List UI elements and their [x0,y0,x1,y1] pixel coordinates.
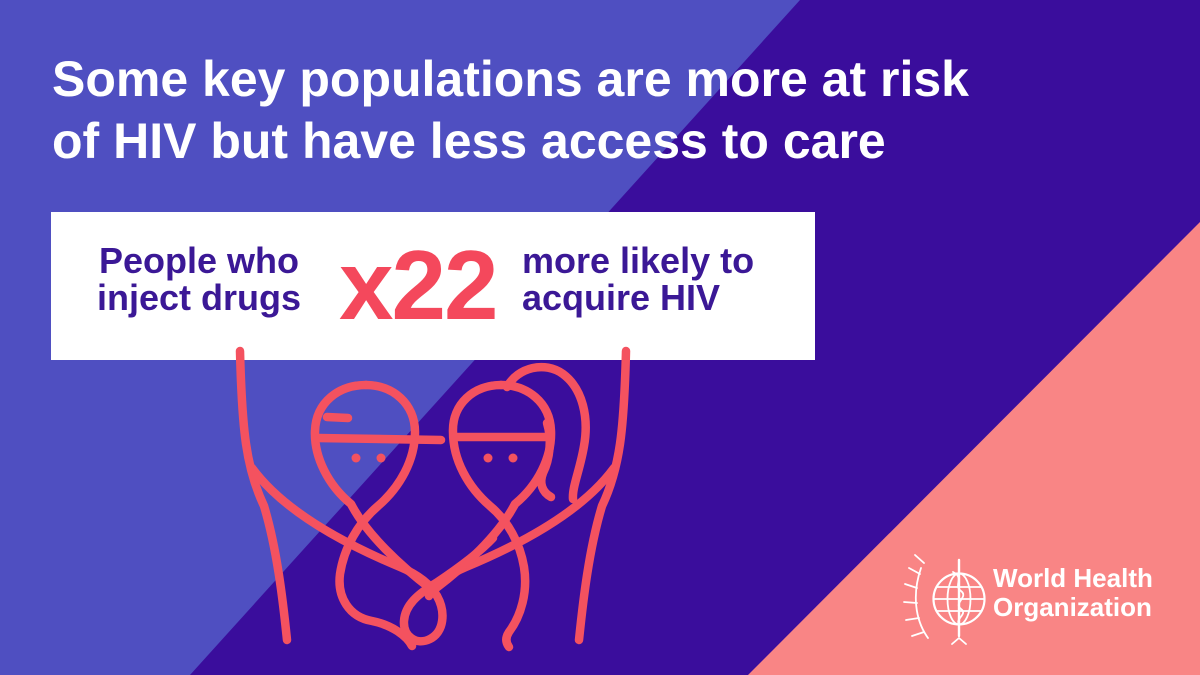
left-person-cap-seam [322,412,353,423]
right-person-ponytail-outer [502,362,590,504]
page-title: Some key populations are more at risk of… [52,48,1152,172]
left-person-head-left-contour [310,380,436,594]
person-right [424,346,631,652]
who-wordmark: World Health Organization [993,564,1153,622]
left-person-eye-left [351,453,361,463]
left-person-eye-right [376,453,386,463]
headline-line-2: of HIV but have less access to care [52,113,886,169]
left-person-head-right-contour [335,380,420,651]
stat-population-line-1: People who [98,240,300,281]
stat-card: People who inject drugs x22 more likely … [51,212,815,360]
person-left [235,346,446,651]
right-person-ponytail-inner [537,418,556,502]
stat-outcome-line-1: more likely to [522,240,755,281]
stat-multiplier: x22 [339,230,499,340]
who-logo: World Health Organization [898,552,1178,647]
who-wordmark-line-2: Organization [993,592,1152,622]
left-person-arm-line [235,346,292,645]
right-person-arm-line [574,346,631,645]
stat-outcome-label: more likely to acquire HIV [522,242,792,316]
stat-population-line-2: inject drugs [96,277,302,318]
left-person-cap-brim [313,433,446,445]
emblem-stem-base [951,636,967,645]
stat-population-label: People who inject drugs [82,242,316,316]
who-wordmark-line-1: World Health [993,563,1153,593]
emblem-laurel-left [903,554,929,639]
right-person-head-left-contour [448,380,530,652]
who-emblem-icon [903,554,986,645]
stat-outcome-line-2: acquire HIV [522,277,721,318]
coral-corner-triangle [748,222,1200,675]
emblem-snake [952,571,965,625]
right-person-eye-left [483,453,493,463]
right-person-eye-right [508,453,518,463]
intertwined-loop-line [399,533,498,646]
headline-line-1: Some key populations are more at risk [52,51,969,107]
